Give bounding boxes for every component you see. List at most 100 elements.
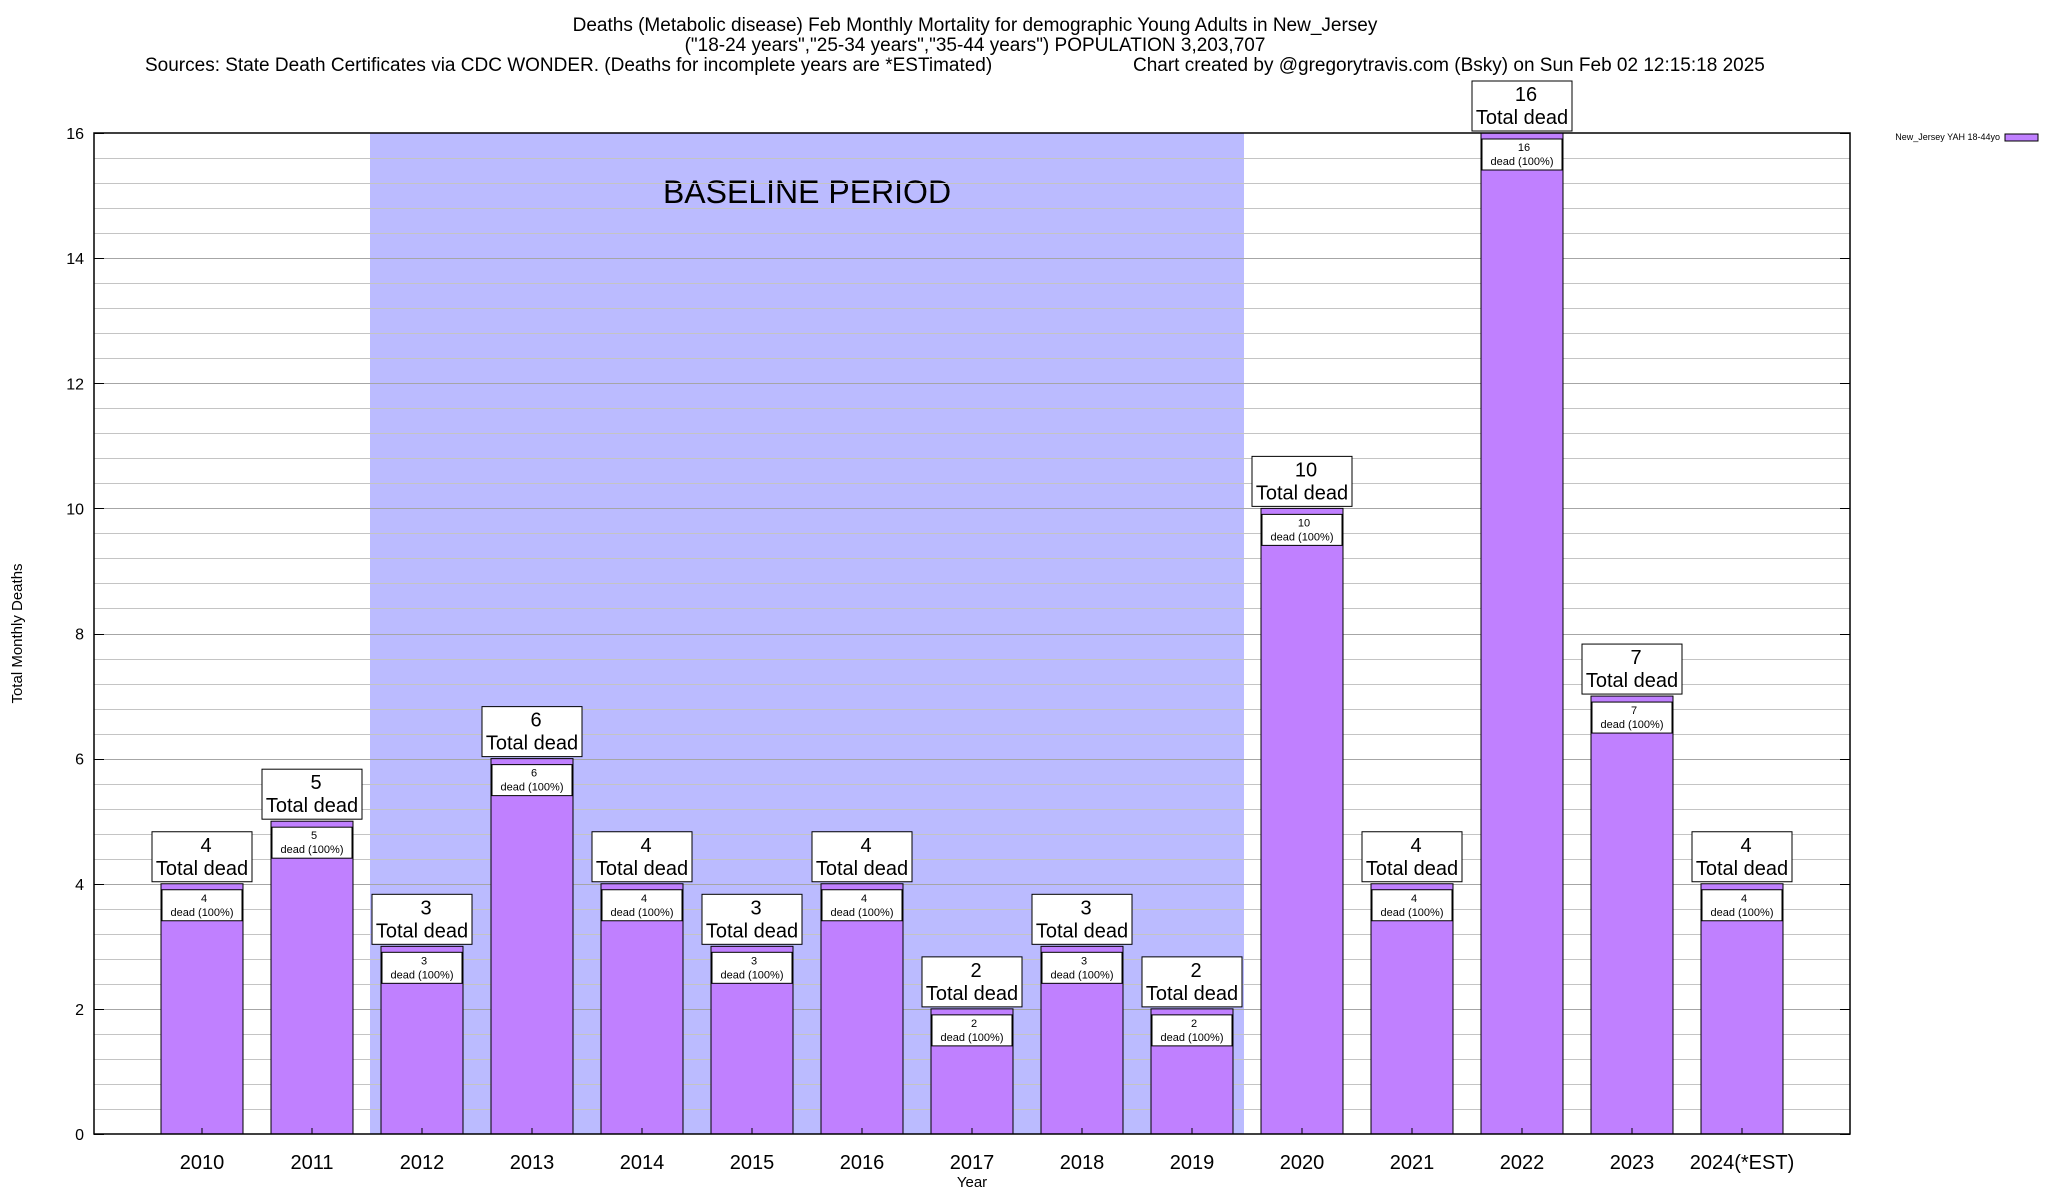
x-tick-label: 2016 [840,1152,885,1174]
total-label-box [151,831,253,883]
total-label-value: 4 [1740,835,1751,857]
inner-label-text: dead (100%) [941,1032,1004,1044]
inner-label-box [1481,138,1563,171]
total-label-text: Total dead [926,983,1018,1005]
total-label-value: 4 [860,835,871,857]
inner-label-text: dead (100%) [1381,907,1444,919]
inner-label-value: 2 [1191,1018,1197,1030]
inner-label-value: 10 [1298,517,1310,529]
x-tick-label: 2024(*EST) [1690,1152,1795,1174]
total-label-box [1251,455,1353,507]
total-label-box [481,706,583,758]
total-label-box [371,893,473,945]
inner-label-value: 3 [751,955,757,967]
x-tick-label: 2010 [180,1152,225,1174]
chart-title-line1: Deaths (Metabolic disease) Feb Monthly M… [573,15,1378,36]
total-label-value: 2 [1190,960,1201,982]
y-tick-label: 2 [75,1002,84,1019]
total-label-text: Total dead [706,920,798,942]
y-tick-label: 0 [75,1127,84,1144]
inner-label-box [1041,951,1123,984]
bar [1370,883,1454,1135]
total-label-text: Total dead [486,733,578,755]
total-label-text: Total dead [1036,920,1128,942]
chart-title-line2: ("18-24 years","25-34 years","35-44 year… [685,35,1266,56]
bar [1260,507,1344,1135]
inner-label-value: 4 [1741,893,1747,905]
bars [160,132,1784,1135]
inner-label-text: dead (100%) [281,844,344,856]
total-label-value: 6 [530,710,541,732]
total-label-value: 16 [1515,84,1537,106]
chart-titles: Deaths (Metabolic disease) Feb Monthly M… [145,15,1765,76]
inner-label-box [1591,701,1673,734]
total-label-value: 3 [1080,897,1091,919]
inner-label-value: 5 [311,830,317,842]
total-label-text: Total dead [1586,670,1678,692]
y-axis-label: Total Monthly Deaths [9,563,26,703]
total-label-box [1031,893,1133,945]
inner-label-value: 3 [421,955,427,967]
inner-label-box [1701,889,1783,922]
inner-label-text: dead (100%) [1161,1032,1224,1044]
chart-source-line: Sources: State Death Certificates via CD… [145,55,992,76]
inner-label-value: 2 [971,1018,977,1030]
legend: New_Jersey YAH 18-44yo [1895,132,2039,142]
total-label-text: Total dead [266,795,358,817]
inner-label-box [1151,1014,1233,1047]
y-tick-label: 10 [66,501,84,518]
total-label-value: 2 [970,960,981,982]
x-tick-label: 2013 [510,1152,555,1174]
inner-label-box [601,889,683,922]
inner-label-value: 4 [861,893,867,905]
inner-label-text: dead (100%) [501,782,564,794]
total-label-box [1581,643,1683,695]
inner-label-value: 4 [641,893,647,905]
total-label-text: Total dead [1696,858,1788,880]
y-tick-label: 4 [75,877,84,894]
legend-swatch [2004,133,2039,142]
total-label-box [921,956,1023,1008]
total-label-text: Total dead [1146,983,1238,1005]
inner-label-text: dead (100%) [391,969,454,981]
inner-label-text: dead (100%) [721,969,784,981]
inner-label-box [821,889,903,922]
total-label-text: Total dead [816,858,908,880]
inner-label-text: dead (100%) [831,907,894,919]
y-tick-label: 6 [75,752,84,769]
total-label-box [701,893,803,945]
baseline-label: BASELINE PERIOD [663,174,951,210]
inner-label-value: 6 [531,768,537,780]
bar [490,758,574,1135]
x-axis: 2010 2011 2012 2013 2014 2015 2016 2017 2018 2019… [180,1128,1795,1191]
total-label-text: Total dead [1256,482,1348,504]
total-label-box [1691,831,1793,883]
bar [160,883,244,1135]
inner-label-value: 4 [201,893,207,905]
total-label-text: Total dead [156,858,248,880]
inner-label-text: dead (100%) [1491,156,1554,168]
bar [1480,132,1564,1135]
x-tick-label: 2011 [290,1152,333,1174]
total-label-box [261,768,363,820]
bar [820,883,904,1135]
y-tick-label: 12 [66,376,84,393]
x-tick-label: 2023 [1610,1152,1655,1174]
x-tick-label: 2021 [1390,1152,1435,1174]
total-label-box [591,831,693,883]
inner-label-value: 7 [1631,705,1637,717]
y-tick-label: 8 [75,627,84,644]
inner-label-text: dead (100%) [611,907,674,919]
total-label-value: 3 [420,897,431,919]
total-label-box [1471,80,1573,132]
x-tick-label: 2022 [1500,1152,1545,1174]
total-label-value: 4 [640,835,651,857]
total-label-text: Total dead [1366,858,1458,880]
inner-label-box [491,764,573,797]
inner-label-box [1371,889,1453,922]
x-tick-label: 2019 [1170,1152,1215,1174]
inner-label-text: dead (100%) [171,907,234,919]
inner-label-text: dead (100%) [1051,969,1114,981]
x-tick-label: 2014 [620,1152,665,1174]
